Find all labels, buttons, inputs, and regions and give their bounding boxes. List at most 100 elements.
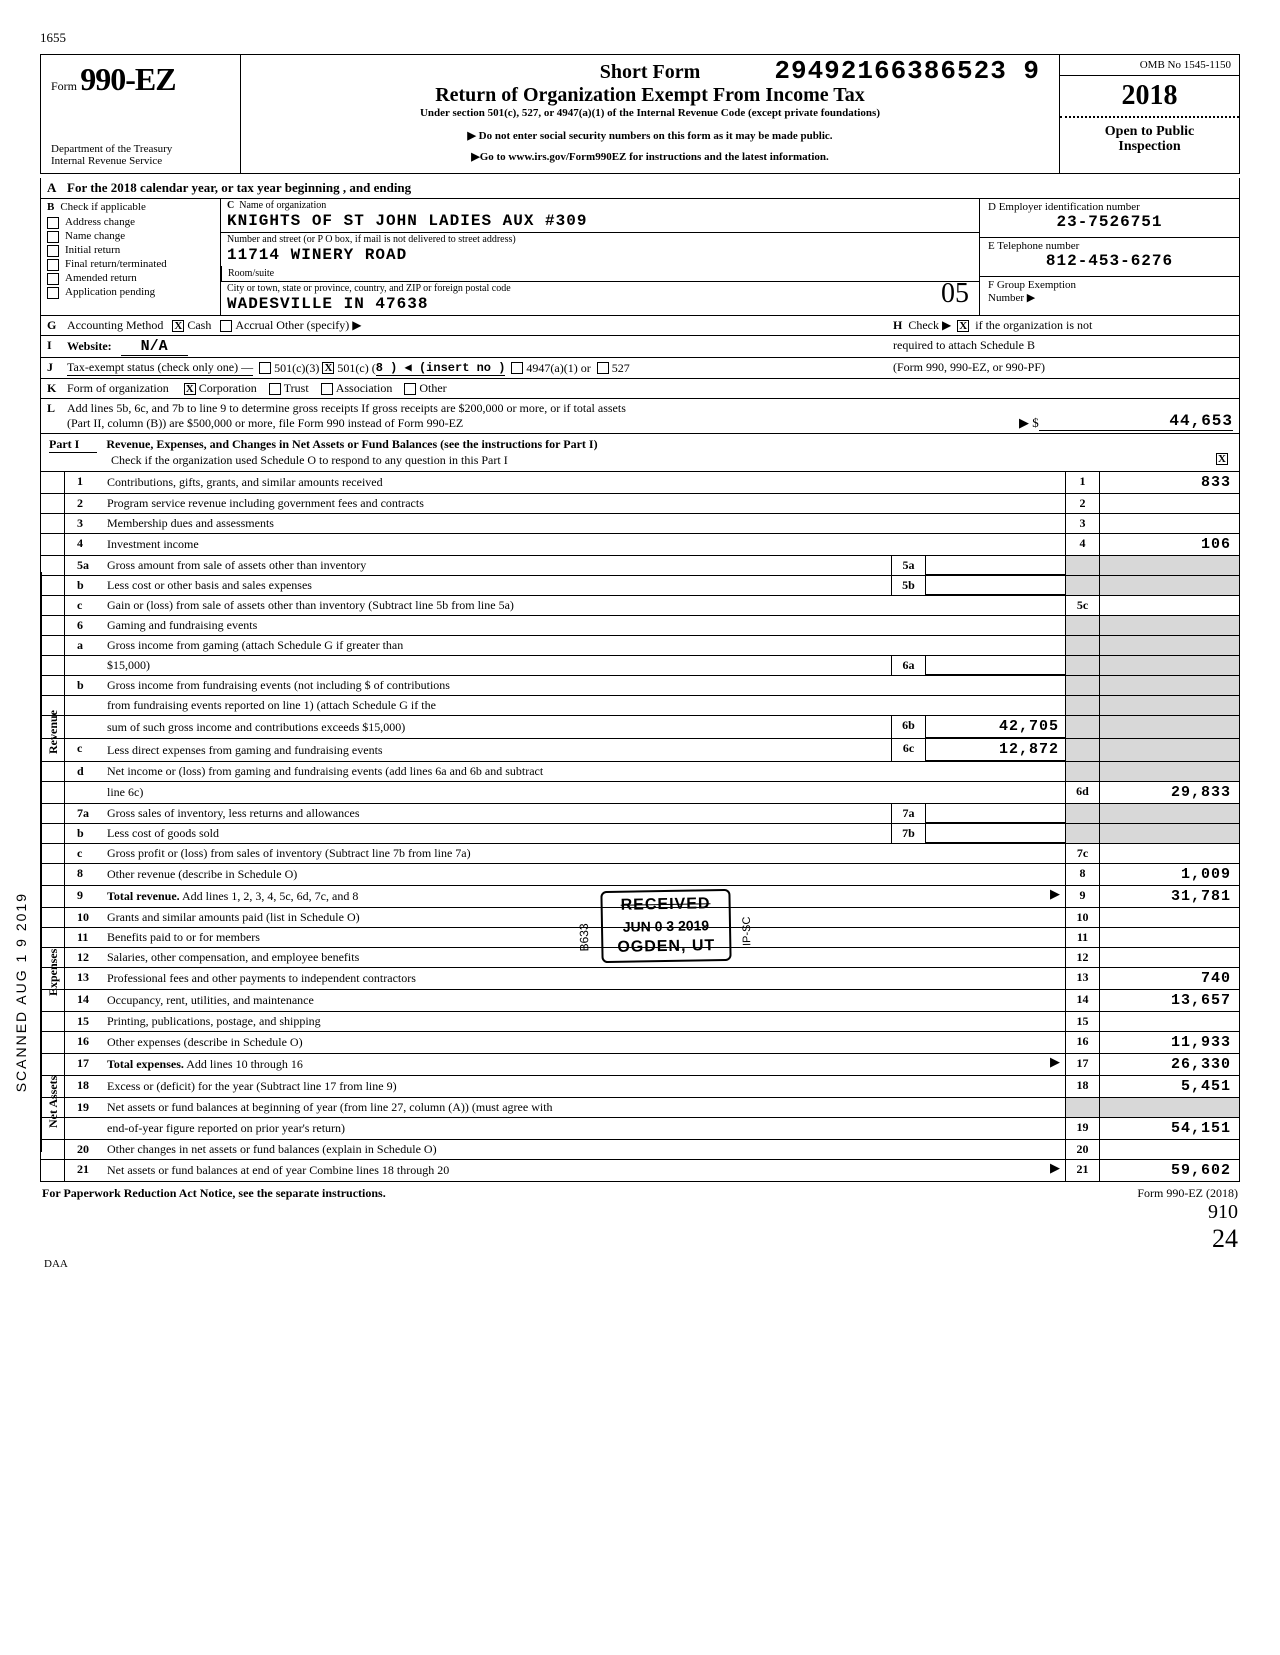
table-row: 19Net assets or fund balances at beginni… <box>41 1098 1239 1118</box>
chk-cash[interactable]: X <box>172 320 184 332</box>
end-line-val <box>1099 1012 1239 1031</box>
row-number <box>65 782 103 803</box>
table-row: aGross income from gaming (attach Schedu… <box>41 636 1239 656</box>
K-corporation: Corporation <box>199 381 257 396</box>
row-description: Gaming and fundraising events <box>103 616 1065 635</box>
end-line-val: 31,781 <box>1099 886 1239 907</box>
table-row: 18Excess or (deficit) for the year (Subt… <box>41 1076 1239 1098</box>
row-description: Total revenue. Add lines 1, 2, 3, 4, 5c,… <box>103 886 1045 907</box>
end-line-num: 12 <box>1065 948 1099 967</box>
side-net-assets: Net Assets <box>41 1052 65 1152</box>
chk-association[interactable] <box>321 383 333 395</box>
table-row: 14Occupancy, rent, utilities, and mainte… <box>41 990 1239 1012</box>
row-description: from fundraising events reported on line… <box>103 696 1065 715</box>
end-line-num: 14 <box>1065 990 1099 1011</box>
row-number <box>65 656 103 675</box>
row-description: Professional fees and other payments to … <box>103 968 1065 989</box>
table-row: $15,000)6a <box>41 656 1239 676</box>
end-line-val: 29,833 <box>1099 782 1239 803</box>
row-number: 4 <box>65 534 103 555</box>
table-row: 21Net assets or fund balances at end of … <box>41 1160 1239 1181</box>
chk-name-change[interactable]: Name change <box>41 229 220 243</box>
chk-accrual[interactable] <box>220 320 232 332</box>
end-line-num: 15 <box>1065 1012 1099 1031</box>
chk-501c[interactable]: X <box>322 362 334 374</box>
end-line-num: 6d <box>1065 782 1099 803</box>
row-number <box>65 716 103 738</box>
received-stamp: RECEIVED JUN 0 3 2019 OGDEN, UT B633 IP-… <box>600 889 731 963</box>
end-line-val <box>1099 656 1239 675</box>
main-table: SCANNED AUG 1 9 2019 Revenue Expenses Ne… <box>40 472 1240 1182</box>
end-line-val <box>1099 1098 1239 1117</box>
org-city: WADESVILLE IN 47638 <box>221 295 979 315</box>
table-row: 16Other expenses (describe in Schedule O… <box>41 1032 1239 1054</box>
dln-number: 29492166386523 9 <box>774 56 1040 86</box>
chk-amended-return[interactable]: Amended return <box>41 271 220 285</box>
form-word: Form <box>51 79 77 93</box>
note-ssn: ▶ Do not enter social security numbers o… <box>251 129 1049 142</box>
mid-line-num: 6c <box>891 739 925 761</box>
note-url: ▶Go to www.irs.gov/Form990EZ for instruc… <box>251 150 1049 163</box>
G-accrual-label: Accrual Other (specify) ▶ <box>235 318 361 333</box>
end-line-num <box>1065 676 1099 695</box>
chk-other[interactable] <box>404 383 416 395</box>
chk-501c3[interactable] <box>259 362 271 374</box>
chk-application-pending[interactable]: Application pending <box>41 285 220 299</box>
end-line-val <box>1099 762 1239 781</box>
end-line-num: 19 <box>1065 1118 1099 1139</box>
end-line-num: 9 <box>1065 886 1099 907</box>
K-label: Form of organization <box>67 381 169 396</box>
row-description: Less cost or other basis and sales expen… <box>103 576 891 595</box>
end-line-num <box>1065 716 1099 738</box>
row-description: Membership dues and assessments <box>103 514 1065 533</box>
chk-corporation[interactable]: X <box>184 383 196 395</box>
row-description: Total expenses. Add lines 10 through 16 <box>103 1054 1045 1075</box>
chk-trust[interactable] <box>269 383 281 395</box>
end-line-num: 18 <box>1065 1076 1099 1097</box>
end-line-val <box>1099 948 1239 967</box>
end-line-num <box>1065 556 1099 575</box>
part-1-header: Part I Revenue, Expenses, and Changes in… <box>40 434 1240 472</box>
end-line-val <box>1099 739 1239 761</box>
telephone: 812-453-6276 <box>988 252 1231 270</box>
row-number: 12 <box>65 948 103 967</box>
line-A-text: For the 2018 calendar year, or tax year … <box>67 180 411 196</box>
chk-4947[interactable] <box>511 362 523 374</box>
table-row: sum of such gross income and contributio… <box>41 716 1239 739</box>
open-public-2: Inspection <box>1064 139 1235 154</box>
stamp-location: OGDEN, UT <box>617 937 715 957</box>
row-description: Net income or (loss) from gaming and fun… <box>103 762 1065 781</box>
J-insert-no: 8 ) ◀ (insert no ) <box>376 360 506 376</box>
K-trust: Trust <box>284 381 309 396</box>
row-description: Gross profit or (loss) from sales of inv… <box>103 844 1065 863</box>
end-line-num: 4 <box>1065 534 1099 555</box>
form-number: 990-EZ <box>80 61 175 97</box>
end-line-num: 1 <box>1065 472 1099 493</box>
end-line-num: 10 <box>1065 908 1099 927</box>
chk-H[interactable]: X <box>957 320 969 332</box>
line-A: A For the 2018 calendar year, or tax yea… <box>40 178 1240 199</box>
C-city-label: City or town, state or province, country… <box>221 282 979 295</box>
row-description: Occupancy, rent, utilities, and maintena… <box>103 990 1065 1011</box>
table-row: cLess direct expenses from gaming and fu… <box>41 739 1239 762</box>
chk-initial-return[interactable]: Initial return <box>41 243 220 257</box>
end-line-num: 17 <box>1065 1054 1099 1075</box>
row-description: Program service revenue including govern… <box>103 494 1065 513</box>
B-label: Check if applicable <box>60 201 146 213</box>
table-row: 13Professional fees and other payments t… <box>41 968 1239 990</box>
end-line-val: 13,657 <box>1099 990 1239 1011</box>
G-cash-label: Cash <box>187 318 211 333</box>
arrow-icon: ▶ <box>1045 1160 1065 1181</box>
chk-address-change[interactable]: Address change <box>41 215 220 229</box>
omb-number: OMB No 1545-1150 <box>1060 55 1239 76</box>
side-expenses: Expenses <box>41 892 65 1052</box>
chk-final-return[interactable]: Final return/terminated <box>41 257 220 271</box>
table-row: bLess cost of goods sold7b <box>41 824 1239 844</box>
row-description: Gross income from fundraising events (no… <box>103 676 1065 695</box>
handwritten-910: 910 <box>1208 1201 1238 1223</box>
chk-schedule-o[interactable]: X <box>1216 453 1228 465</box>
chk-527[interactable] <box>597 362 609 374</box>
room-suite-label: Room/suite <box>221 266 311 281</box>
end-line-val: 740 <box>1099 968 1239 989</box>
part-1-label: Part I <box>49 437 97 453</box>
